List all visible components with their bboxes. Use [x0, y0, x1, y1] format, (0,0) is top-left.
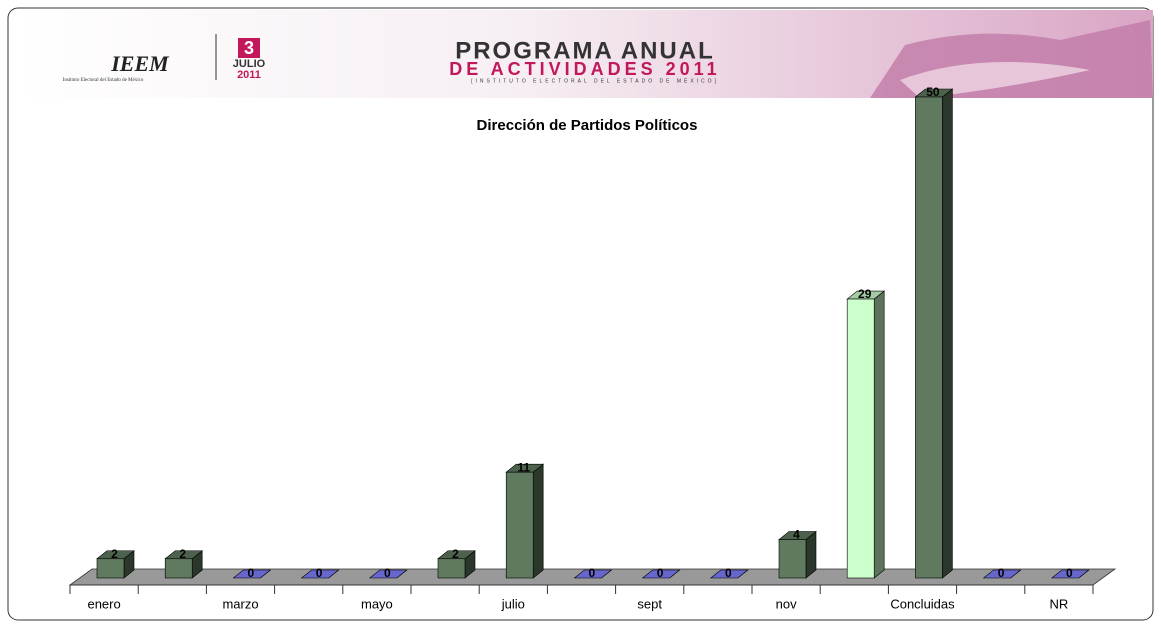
- data-label: 4: [793, 528, 800, 542]
- bar-top: [300, 569, 340, 579]
- banner-subtitle: DE ACTIVIDADES 2011: [449, 59, 720, 79]
- x-tick-label: NR: [1050, 596, 1069, 611]
- bar-top: [1050, 569, 1090, 579]
- x-tick-label: Concluidas: [890, 596, 955, 611]
- chart-title: Dirección de Partidos Políticos: [477, 117, 698, 134]
- date-year: 2011: [237, 69, 261, 81]
- bar: [437, 558, 466, 579]
- x-tick-label: julio: [501, 596, 525, 611]
- data-label: 2: [111, 547, 118, 561]
- x-tick-label: enero: [87, 596, 120, 611]
- x-tick-label: marzo: [222, 596, 258, 611]
- data-label: 0: [725, 566, 732, 580]
- bar-side: [942, 88, 953, 579]
- bar: [505, 471, 534, 579]
- banner-title: PROGRAMA ANUAL: [455, 37, 715, 64]
- data-label: 0: [384, 566, 391, 580]
- date-month: JULIO: [233, 58, 266, 70]
- data-label: 0: [248, 566, 255, 580]
- bar: [915, 96, 943, 579]
- logo-caption: Instituto Electoral del Estado de México: [63, 78, 144, 83]
- bar-top: [232, 569, 272, 579]
- bar-top: [573, 569, 613, 579]
- bar-top: [709, 569, 749, 579]
- banner-caption: [INSTITUTO ELECTORAL DEL ESTADO DE MÉXIC…: [471, 77, 719, 84]
- data-label: 0: [589, 566, 596, 580]
- bar: [846, 298, 875, 579]
- bar-top: [982, 569, 1022, 579]
- data-label: 0: [1066, 566, 1073, 580]
- logo: IEEM: [110, 51, 170, 76]
- date-day: 3: [244, 38, 254, 58]
- data-label: 2: [179, 547, 186, 561]
- data-label: 11: [517, 460, 530, 474]
- bar: [778, 539, 807, 579]
- bar-top: [641, 569, 681, 579]
- frame: [7, 7, 1154, 621]
- bar: [96, 558, 125, 579]
- x-tick-label: sept: [637, 596, 662, 611]
- bar-side: [532, 463, 544, 579]
- date-box: [238, 38, 260, 58]
- bar-top: [368, 569, 408, 579]
- bar: [164, 558, 193, 579]
- data-label: 0: [657, 566, 664, 580]
- x-tick-label: nov: [776, 596, 797, 611]
- data-label: 0: [316, 566, 323, 580]
- data-label: 29: [858, 287, 872, 301]
- data-label: 50: [926, 85, 940, 99]
- x-tick-label: mayo: [361, 596, 393, 611]
- data-label: 0: [998, 566, 1005, 580]
- bar-side: [873, 290, 885, 579]
- data-label: 2: [452, 547, 459, 561]
